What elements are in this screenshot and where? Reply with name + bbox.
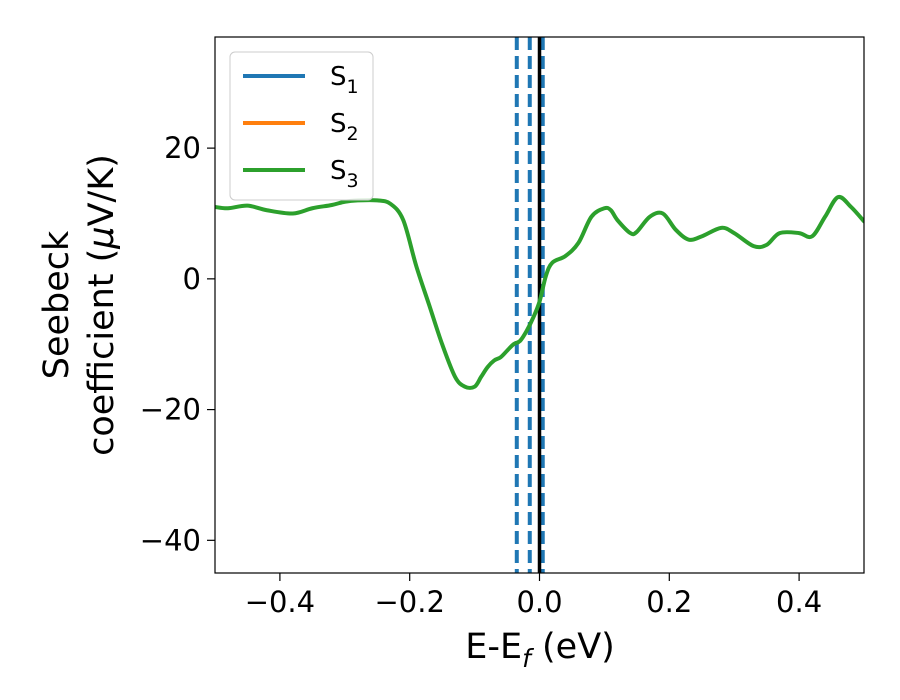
legend-label-1: S1 — [330, 62, 359, 98]
y-axis: −40 −20 0 20 — [140, 131, 215, 557]
x-axis: −0.4 −0.2 0.0 0.2 0.4 — [245, 573, 822, 619]
legend: S1 S2 S3 — [229, 51, 374, 201]
x-tick-label: −0.2 — [374, 585, 444, 619]
y-axis-label-line2: coefficient (μV/K) — [82, 154, 122, 456]
legend-label-3: S3 — [330, 156, 359, 192]
series-line-3 — [215, 194, 864, 390]
x-tick-label: 0.2 — [646, 585, 692, 619]
y-tick-label: −40 — [140, 523, 201, 557]
y-tick-label: −20 — [140, 393, 201, 427]
y-tick-label: 0 — [183, 262, 201, 296]
x-tick-label: 0.4 — [776, 585, 822, 619]
y-axis-label-line1: Seebeck — [37, 230, 77, 379]
series-lines — [215, 194, 864, 390]
x-axis-label: E-Ef (eV) — [465, 627, 615, 673]
x-tick-label: −0.4 — [245, 585, 315, 619]
legend-label-2: S2 — [330, 109, 359, 145]
y-axis-label: Seebeck coefficient (μV/K) — [37, 154, 122, 456]
x-tick-label: 0.0 — [516, 585, 562, 619]
legend-box — [229, 51, 374, 201]
y-tick-label: 20 — [164, 131, 201, 165]
